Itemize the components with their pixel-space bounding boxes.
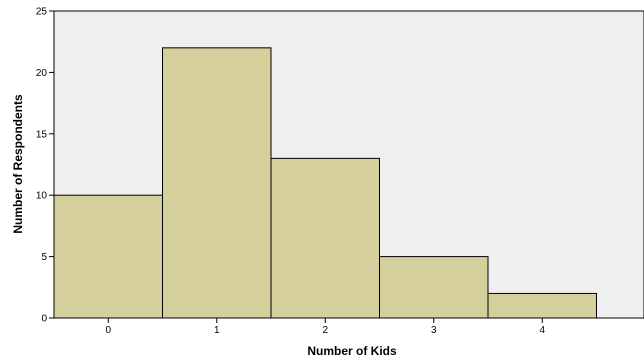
bar-4 [487, 292, 597, 319]
x-axis-title: Number of Kids [307, 344, 397, 358]
x-tick-label-3: 3 [431, 325, 437, 336]
y-tick-label-15: 15 [36, 129, 48, 140]
bar-2 [270, 157, 380, 319]
bar-0 [53, 194, 163, 319]
y-tick-label-25: 25 [36, 7, 48, 18]
bar-1 [162, 47, 272, 319]
y-tick-label-0: 0 [41, 314, 47, 325]
y-axis: 0 5 10 15 20 25 [36, 7, 54, 325]
x-tick-label-0: 0 [105, 325, 111, 336]
x-tick-label-4: 4 [539, 325, 545, 336]
y-tick-label-5: 5 [41, 252, 47, 263]
y-tick-label-10: 10 [36, 191, 48, 202]
x-tick-label-2: 2 [322, 325, 328, 336]
x-tick-label-1: 1 [214, 325, 220, 336]
x-axis: 0 1 2 3 4 [105, 318, 545, 336]
bar-3 [379, 256, 489, 319]
y-tick-label-20: 20 [36, 68, 48, 79]
y-axis-title: Number of Respondents [11, 94, 25, 234]
